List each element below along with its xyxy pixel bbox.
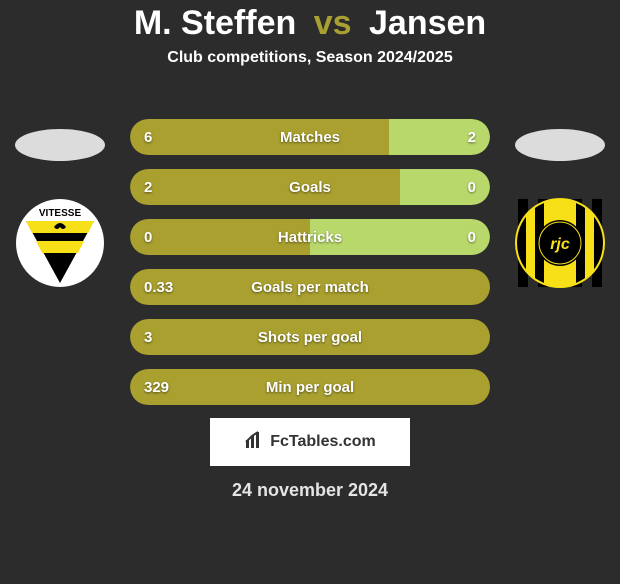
comparison-widget: M. Steffen vs Jansen Club competitions, … [0,4,620,584]
stat-row: 00Hattricks [130,219,490,255]
stat-label: Goals [130,169,490,205]
player2-crest: rjc [514,197,606,289]
stat-bars: 62Matches 20Goals 00Hattricks 0.33Goals per… [120,119,500,405]
vs-text: vs [314,4,352,42]
right-side: rjc [500,109,620,289]
headline: M. Steffen vs Jansen [0,4,620,43]
stat-row: 20Goals [130,169,490,205]
brand-box[interactable]: FcTables.com [210,418,410,466]
player1-avatar-placeholder [15,129,105,161]
brand-icon [244,430,264,455]
stat-label: Shots per goal [130,319,490,355]
player2-name: Jansen [369,4,486,42]
brand-text: FcTables.com [270,433,376,451]
subtitle: Club competitions, Season 2024/2025 [0,49,620,67]
svg-text:rjc: rjc [550,236,570,253]
content-row: VITESSE 62Matches 20Goals 00Hattricks 0.33G… [0,109,620,405]
stat-label: Hattricks [130,219,490,255]
stat-row: 3Shots per goal [130,319,490,355]
player1-name: M. Steffen [134,4,296,42]
player1-crest: VITESSE [14,197,106,289]
stat-row: 0.33Goals per match [130,269,490,305]
footer-date: 24 november 2024 [0,480,620,501]
player2-avatar-placeholder [515,129,605,161]
stat-label: Matches [130,119,490,155]
stat-row: 62Matches [130,119,490,155]
stat-label: Goals per match [130,269,490,305]
left-side: VITESSE [0,109,120,289]
svg-text:VITESSE: VITESSE [39,208,82,219]
